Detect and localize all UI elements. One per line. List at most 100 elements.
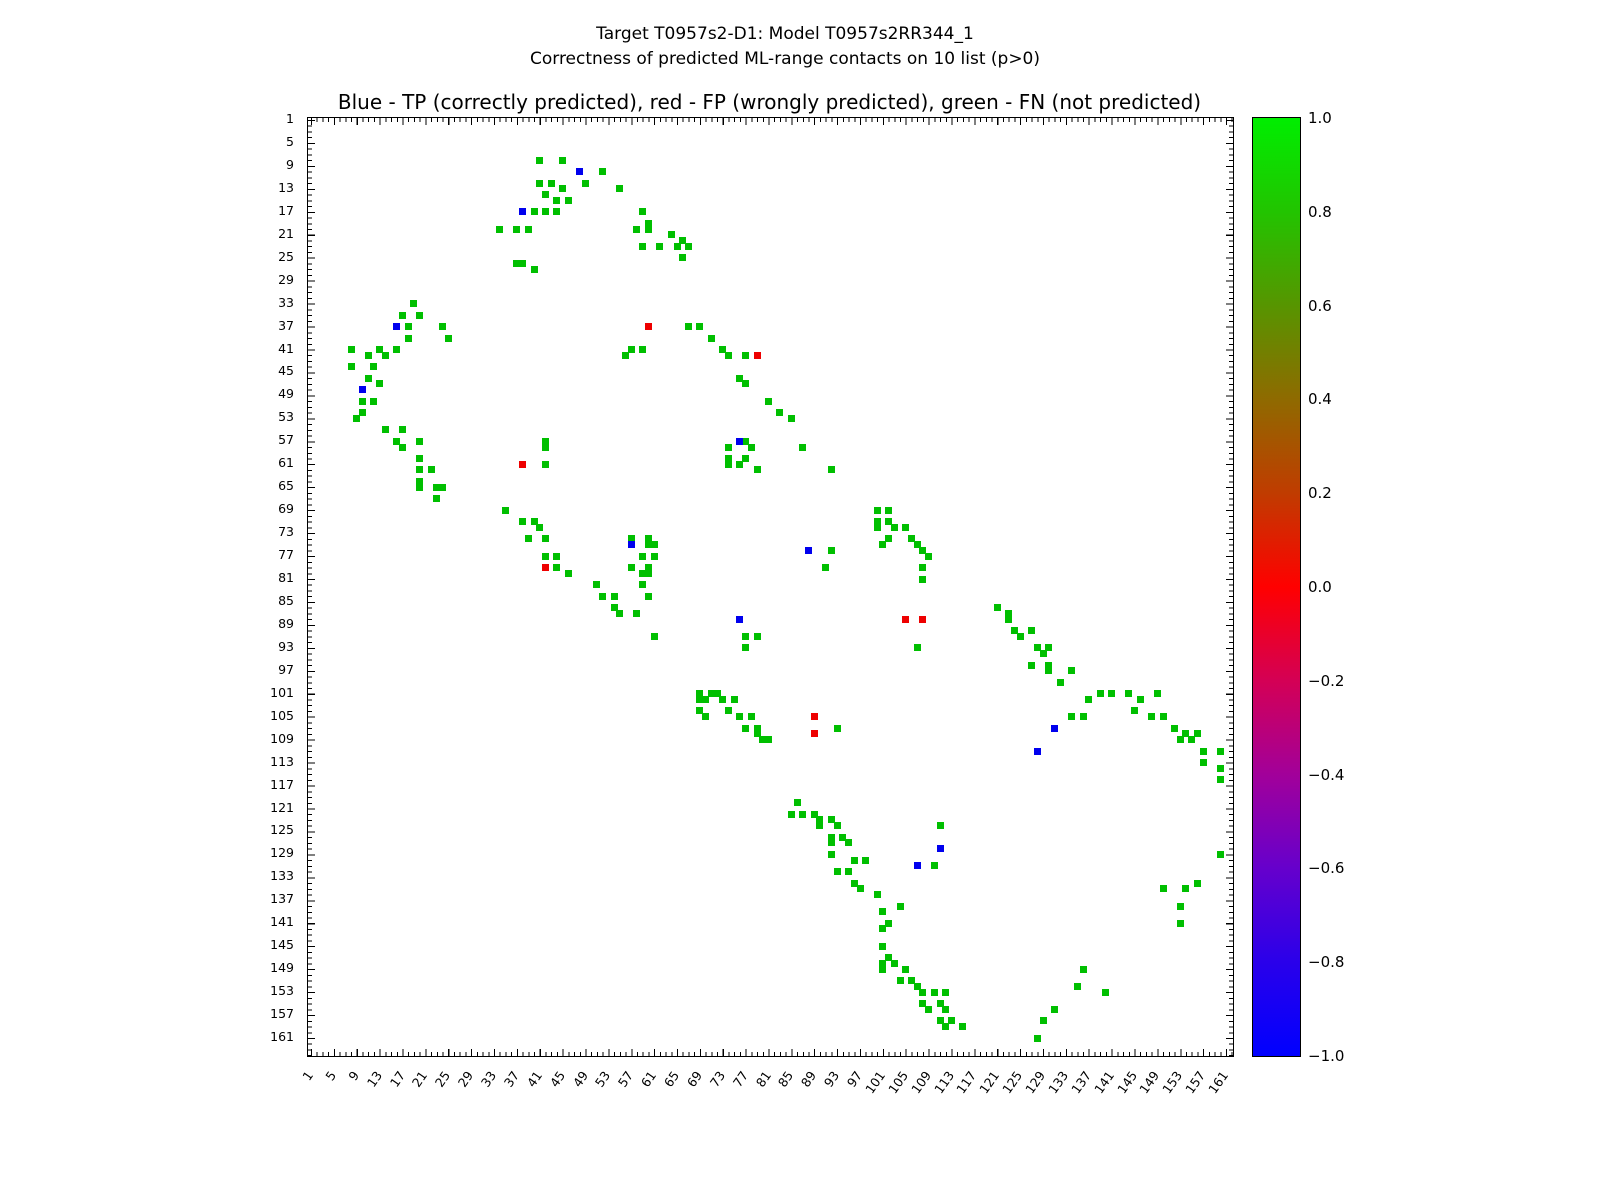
point-fn (633, 609, 641, 617)
point-fn (547, 179, 555, 187)
point-fn (919, 988, 927, 996)
top-axis-ticks (308, 118, 1233, 125)
point-tp (627, 541, 635, 549)
point-fn (1159, 713, 1167, 721)
point-fn (839, 833, 847, 841)
x-axis-tick-labels: 1 5 9 13 17 21 25 29 33 37 41 45 49 53 57 61 65 69 73 77 81 8… (299, 1057, 1232, 1127)
point-fn (919, 1000, 927, 1008)
point-fn (1199, 747, 1207, 755)
point-fn (930, 862, 938, 870)
point-fn (627, 346, 635, 353)
point-fn (873, 506, 881, 514)
point-fn (787, 414, 795, 422)
point-fn (885, 535, 893, 543)
point-fn (404, 323, 412, 331)
point-fn (644, 569, 652, 577)
point-fn (416, 437, 424, 445)
point-fn (885, 506, 893, 514)
point-fn (559, 185, 567, 193)
point-fn (541, 535, 549, 543)
figure-title: Target T0957s2-D1: Model T0957s2RR344_1 … (0, 22, 1570, 71)
y-tick-label: 145 (270, 937, 294, 953)
y-tick-label: 117 (270, 776, 294, 792)
point-tp (519, 208, 527, 216)
colorbar-tick-label: −0.2 (1308, 671, 1345, 690)
y-tick-label: 93 (278, 638, 294, 654)
point-fn (656, 242, 664, 250)
point-fn (673, 242, 681, 250)
point-fn (827, 850, 835, 858)
point-fn (1068, 713, 1076, 721)
point-fn (753, 632, 761, 640)
point-fn (907, 977, 915, 985)
y-tick-label: 21 (278, 225, 294, 241)
y-tick-label: 125 (270, 822, 294, 838)
point-fn (541, 443, 549, 451)
point-fn (742, 351, 750, 359)
y-tick-label: 105 (270, 707, 294, 723)
point-tp (936, 845, 944, 853)
colorbar-gradient (1253, 118, 1300, 1056)
point-fn (993, 604, 1001, 612)
point-fn (1182, 885, 1190, 893)
y-tick-label: 77 (278, 547, 294, 563)
point-fn (622, 351, 630, 359)
point-fn (513, 259, 521, 267)
y-axis-tick-labels: 1 5 9 13 17 21 25 29 33 37 41 45 49 53 57 61 65 69 73 77 81 8… (258, 111, 300, 1055)
point-fn (879, 541, 887, 549)
y-tick-label: 161 (270, 1029, 294, 1044)
point-fn (553, 208, 561, 216)
point-fn (799, 810, 807, 818)
point-fn (913, 982, 921, 990)
point-fn (896, 902, 904, 910)
point-fn (1176, 902, 1184, 910)
point-fn (1176, 736, 1184, 744)
point-fn (541, 191, 549, 199)
point-fn (1016, 632, 1024, 640)
point-fn (1079, 965, 1087, 973)
point-fn (536, 156, 544, 164)
point-fn (1216, 747, 1224, 755)
y-tick-label: 5 (286, 133, 294, 149)
point-fn (822, 564, 830, 572)
point-fn (1199, 759, 1207, 767)
point-fn (724, 351, 732, 359)
point-fn (1182, 730, 1190, 738)
point-fn (393, 346, 401, 353)
point-fn (719, 695, 727, 703)
point-fn (742, 437, 750, 445)
point-fn (1033, 644, 1041, 652)
point-fn (1193, 879, 1201, 887)
colorbar-tick-label: 0.4 (1308, 390, 1332, 409)
point-fn (816, 816, 824, 824)
point-fn (1148, 713, 1156, 721)
point-fn (513, 225, 521, 233)
point-fn (833, 822, 841, 830)
y-tick-label: 45 (278, 363, 294, 379)
point-fn (639, 208, 647, 216)
point-fn (1096, 690, 1104, 698)
point-fn (919, 546, 927, 554)
point-fn (627, 564, 635, 572)
point-fn (707, 334, 715, 342)
point-fn (358, 409, 366, 417)
point-fn (879, 965, 887, 973)
point-fn (667, 231, 675, 239)
point-fn (1193, 730, 1201, 738)
point-fp (902, 615, 910, 623)
colorbar-tick-labels: 1.0 0.8 0.6 0.4 0.2 0.0 −0.2 −0.4 −0.6 −0.8 −1.0 (1308, 109, 1368, 1065)
point-fn (816, 822, 824, 830)
point-tp (358, 386, 366, 394)
point-fn (925, 1005, 933, 1013)
point-fn (416, 466, 424, 474)
y-tick-label: 141 (270, 914, 294, 930)
point-fn (530, 208, 538, 216)
point-fn (416, 477, 424, 485)
point-fn (879, 959, 887, 967)
point-fn (724, 707, 732, 715)
colorbar-tick-label: 0.6 (1308, 296, 1332, 315)
point-fn (850, 879, 858, 887)
point-fn (439, 483, 447, 491)
colorbar-tick-label: 1.0 (1308, 109, 1332, 127)
point-fn (742, 380, 750, 388)
